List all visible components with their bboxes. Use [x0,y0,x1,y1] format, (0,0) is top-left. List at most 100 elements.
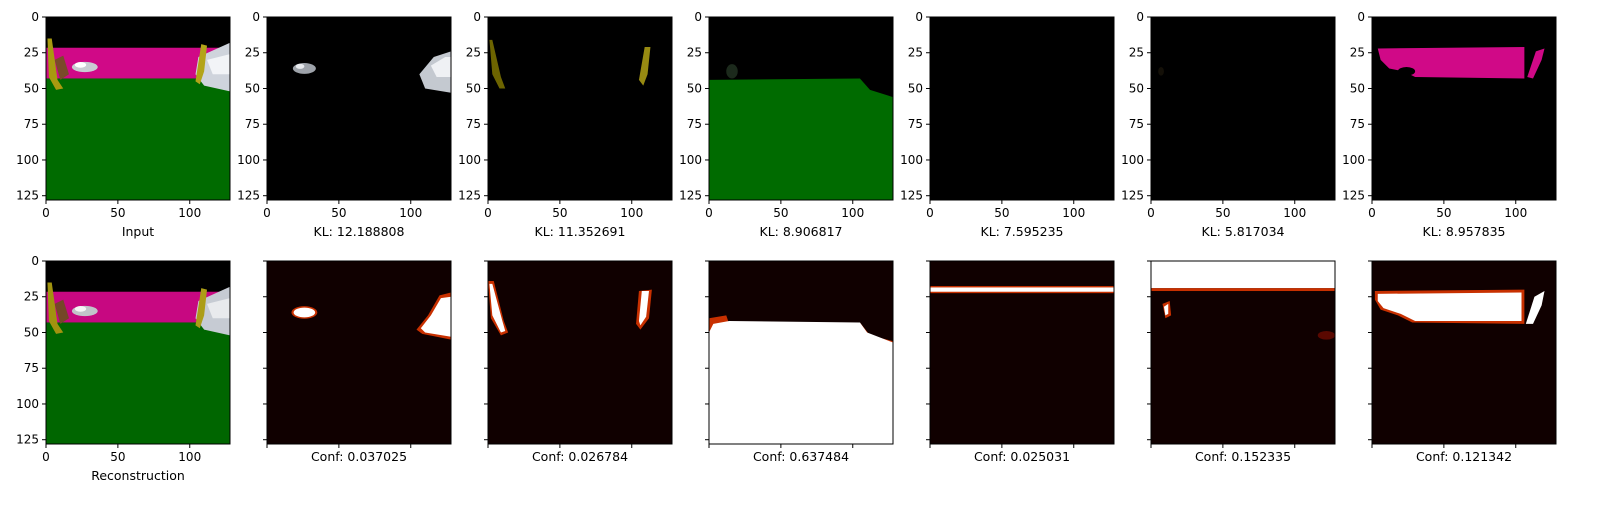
panel-caption: Conf: 0.637484 [753,449,849,464]
panel-frame [45,260,231,445]
panel-image [46,17,230,200]
x-tick-label: 50 [331,206,346,220]
mask-ground [709,321,893,444]
y-tick-label: 75 [245,117,260,131]
panel-top-3: 0 50 100 0 25 50 75 100 125 KL: 8.906817 [679,10,894,239]
panel-top-1: 0 50 100 0 25 50 75 100 125 KL: 12.188808 [237,10,452,239]
y-tick-label: 0 [31,254,39,268]
y-tick-label: 0 [252,10,260,24]
x-tick-label: 0 [1368,206,1376,220]
panel-image [488,261,672,444]
mask-background [488,261,672,444]
y-tick-label: 100 [900,153,923,167]
background [267,17,451,200]
y-tick-label: 75 [24,117,39,131]
recon-blur [46,261,230,444]
panel-frame [487,260,673,445]
y-tick-label: 50 [245,81,260,95]
background [488,17,672,200]
panel-caption: Conf: 0.026784 [532,449,628,464]
panel-top-0: 0 50 100 0 25 50 75 100 125 Input [16,10,231,239]
panel-bottom-6: Conf: 0.121342 [1368,260,1557,464]
panel-image [1151,17,1335,200]
pole-right [638,47,651,86]
mask-sky-faint [1317,331,1335,340]
y-tick-label: 75 [24,361,39,375]
y-tick-label: 100 [16,153,39,167]
panel-caption: Conf: 0.025031 [974,449,1070,464]
background [1372,17,1556,200]
y-tick-label: 100 [1342,153,1365,167]
mask-horizon-band [930,287,1114,292]
y-tick-label: 0 [694,10,702,24]
caption-backdrop [1404,449,1524,464]
y-tick-label: 75 [1129,117,1144,131]
car-left-highlight [74,306,87,312]
panel-frame [1371,16,1557,201]
pole-left [47,282,64,334]
y-tick-label: 25 [687,46,702,60]
panel-top-6: 0 50 100 0 25 50 75 100 125 KL: 8.957835 [1342,10,1557,239]
x-tick-label: 100 [399,206,422,220]
panel-bottom-4: Conf: 0.025031 [926,260,1115,464]
panel-image [267,261,451,444]
panel-caption: Conf: 0.152335 [1195,449,1291,464]
background [930,17,1114,200]
y-tick-label: 50 [24,81,39,95]
caption-backdrop [962,449,1082,464]
panel-image [930,261,1114,444]
panel-caption: Conf: 0.121342 [1416,449,1512,464]
vehicle-left-highlight [295,63,305,69]
panel-image [930,17,1114,200]
panel-caption: Conf: 0.037025 [311,449,407,464]
mask-sky-blob-core [1163,303,1169,316]
y-tick-label: 25 [466,46,481,60]
caption-backdrop [299,449,419,464]
y-tick-label: 0 [473,10,481,24]
panel-image [488,17,672,200]
x-tick-label: 0 [42,450,50,464]
panel-top-2: 0 50 100 0 25 50 75 100 125 KL: 11.352691 [458,10,673,239]
y-tick-label: 75 [908,117,923,131]
x-tick-label: 50 [110,450,125,464]
caption-backdrop [520,449,640,464]
mask-background [267,261,451,444]
mask-sky-band [1151,261,1335,289]
faint-blob [1158,67,1164,76]
panel-bottom-0: 0 50 100 0 25 50 75 100 125 Reconstruction [16,254,231,483]
x-tick-label: 0 [263,206,271,220]
y-tick-label: 25 [1129,46,1144,60]
y-tick-label: 50 [1350,81,1365,95]
y-tick-label: 75 [1350,117,1365,131]
x-tick-label: 50 [110,206,125,220]
building-region [54,299,69,324]
x-tick-label: 0 [1147,206,1155,220]
road-strip [1527,48,1545,79]
x-tick-label: 50 [1436,206,1451,220]
panel-caption: KL: 5.817034 [1202,224,1285,239]
y-tick-label: 25 [908,46,923,60]
pole-right [195,288,207,329]
panel-bottom-2: Conf: 0.026784 [484,260,673,464]
panel-bottom-5: Conf: 0.152335 [1147,260,1336,464]
panel-caption: Reconstruction [91,468,185,483]
y-tick-label: 0 [1357,10,1365,24]
y-tick-label: 125 [1342,189,1365,203]
y-tick-label: 125 [1121,189,1144,203]
mask-pole-right [638,291,649,326]
panel-image [709,261,893,444]
mask-road-strip [1525,291,1545,324]
ground-fill [709,78,893,200]
panel-image [709,17,893,200]
y-tick-label: 125 [16,189,39,203]
panel-caption: KL: 8.906817 [760,224,843,239]
panel-frame [929,260,1115,445]
y-tick-label: 75 [687,117,702,131]
y-tick-label: 25 [24,290,39,304]
x-tick-label: 0 [926,206,934,220]
x-tick-label: 50 [773,206,788,220]
y-tick-label: 0 [1136,10,1144,24]
panel-frame [45,16,231,201]
y-tick-label: 50 [24,325,39,339]
